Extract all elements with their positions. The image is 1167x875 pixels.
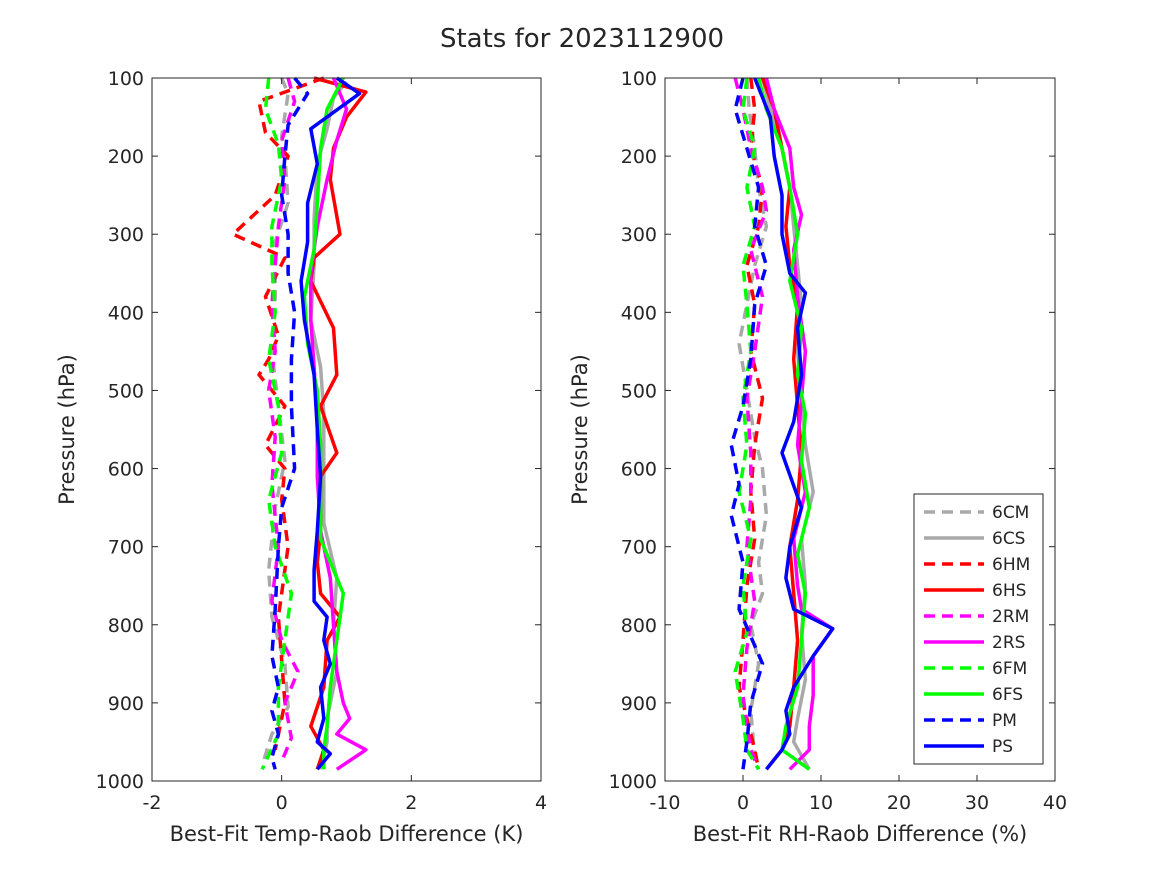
legend-label-6fs: 6FS — [992, 685, 1023, 705]
y-tick-label: 100 — [108, 68, 144, 90]
x-tick-label: 40 — [1043, 792, 1067, 814]
series-line-6hs — [760, 77, 804, 771]
legend-label-2rs: 2RS — [992, 633, 1025, 653]
y-tick-label: 400 — [621, 302, 657, 324]
axes-frame — [664, 77, 1056, 782]
axes-frame — [151, 77, 542, 782]
x-tick-label: 0 — [737, 792, 749, 814]
x-tick-label: 4 — [535, 792, 547, 814]
y-tick-label: 600 — [108, 459, 144, 481]
legend-label-6cm: 6CM — [992, 503, 1029, 523]
y-tick-label: 900 — [108, 693, 144, 715]
x-tick-label: -2 — [143, 792, 162, 814]
y-tick-label: 400 — [108, 302, 144, 324]
y-tick-label: 500 — [108, 380, 144, 402]
legend-label-6fm: 6FM — [992, 659, 1027, 679]
legend-label-6hm: 6HM — [992, 555, 1030, 575]
figure-title: Stats for 2023112900 — [440, 24, 724, 54]
y-tick-label: 700 — [621, 537, 657, 559]
series-line-6fm — [733, 77, 761, 771]
y-axis-label: Pressure (hPa) — [55, 354, 79, 505]
series-line-2rm — [266, 77, 300, 763]
legend-label-ps: PS — [992, 737, 1013, 757]
y-tick-label: 900 — [621, 693, 657, 715]
series-line-pm — [270, 76, 310, 770]
y-tick-label: 200 — [621, 146, 657, 168]
x-tick-label: 2 — [405, 792, 417, 814]
y-tick-label: 300 — [621, 224, 657, 246]
series-line-6fs — [756, 77, 812, 771]
y-tick-label: 200 — [108, 146, 144, 168]
y-tick-label: 1000 — [609, 771, 657, 793]
series-line-6hm — [737, 77, 765, 770]
series-line-2rs — [309, 77, 368, 771]
series-line-6fm — [260, 77, 294, 771]
y-tick-label: 500 — [621, 380, 657, 402]
y-tick-label: 1000 — [96, 771, 144, 793]
y-axis-label: Pressure (hPa) — [568, 354, 592, 505]
rh-difference-plot: -10 0 10 20 30 40 100 200 300 400 500 600 700 800 900 1… — [568, 68, 1067, 846]
legend: 6CM 6CS 6HM 6HS 2RM 2RS 6FM 6FS PM PS — [913, 493, 1044, 765]
y-tick-label: 800 — [108, 615, 144, 637]
series-line-2rm — [733, 77, 769, 770]
series-line-ps — [299, 76, 362, 771]
legend-label-6cs: 6CS — [992, 529, 1025, 549]
series-line-6cm — [737, 77, 769, 758]
legend-label-6hs: 6HS — [992, 581, 1026, 601]
temp-difference-plot: -2 0 2 4 100 200 300 400 500 600 700 800 900 1000 Best… — [55, 68, 547, 846]
x-tick-label: 0 — [276, 792, 288, 814]
x-tick-label: -10 — [649, 792, 680, 814]
y-tick-label: 300 — [108, 224, 144, 246]
y-tick-label: 100 — [621, 68, 657, 90]
y-tick-label: 600 — [621, 459, 657, 481]
legend-label-2rm: 2RM — [992, 607, 1029, 627]
x-axis-label: Best-Fit RH-Raob Difference (%) — [693, 822, 1027, 846]
y-tick-label: 800 — [621, 615, 657, 637]
series-line-ps — [753, 77, 835, 771]
series-line-6hm — [231, 76, 325, 751]
x-axis-label: Best-Fit Temp-Raob Difference (K) — [170, 822, 524, 846]
y-tick-label: 700 — [108, 537, 144, 559]
x-tick-label: 30 — [965, 792, 989, 814]
legend-label-pm: PM — [992, 711, 1017, 731]
x-tick-label: 20 — [887, 792, 911, 814]
x-tick-label: 10 — [809, 792, 833, 814]
